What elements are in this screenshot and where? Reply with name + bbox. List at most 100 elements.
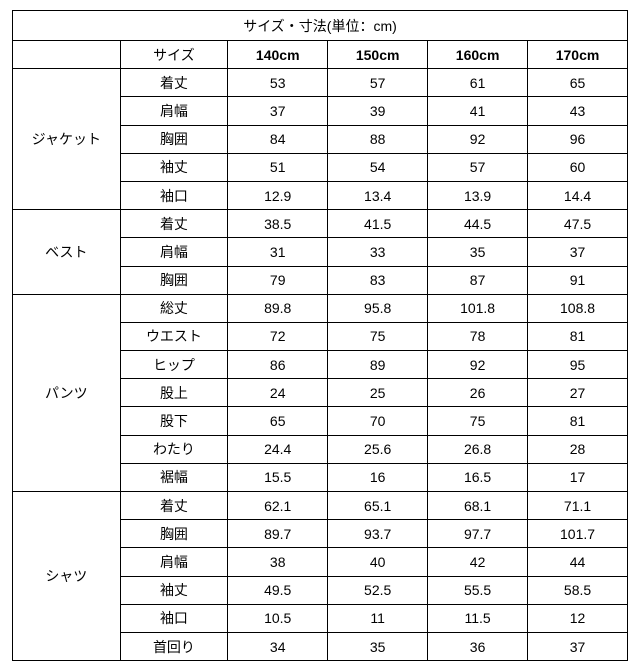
- measure-label: ウエスト: [120, 322, 228, 350]
- value-cell: 14.4: [528, 181, 628, 209]
- header-size-label: サイズ: [120, 41, 228, 69]
- value-cell: 81: [528, 407, 628, 435]
- category-3: シャツ: [13, 492, 121, 661]
- measure-label: 裾幅: [120, 463, 228, 491]
- measure-label: 肩幅: [120, 548, 228, 576]
- value-cell: 108.8: [528, 294, 628, 322]
- table-title-row: サイズ・寸法(単位：cm): [13, 11, 628, 41]
- value-cell: 60: [528, 153, 628, 181]
- value-cell: 12.9: [228, 181, 328, 209]
- value-cell: 33: [328, 238, 428, 266]
- value-cell: 89.7: [228, 520, 328, 548]
- measure-label: 袖丈: [120, 576, 228, 604]
- value-cell: 40: [328, 548, 428, 576]
- category-1: ベスト: [13, 210, 121, 295]
- measure-label: 胸囲: [120, 125, 228, 153]
- value-cell: 11: [328, 604, 428, 632]
- value-cell: 65: [228, 407, 328, 435]
- value-cell: 41.5: [328, 210, 428, 238]
- value-cell: 89: [328, 351, 428, 379]
- value-cell: 39: [328, 97, 428, 125]
- value-cell: 37: [228, 97, 328, 125]
- value-cell: 38: [228, 548, 328, 576]
- value-cell: 47.5: [528, 210, 628, 238]
- table-row: ジャケット着丈53576165: [13, 69, 628, 97]
- value-cell: 43: [528, 97, 628, 125]
- measure-label: 胸囲: [120, 520, 228, 548]
- value-cell: 13.9: [428, 181, 528, 209]
- measure-label: 肩幅: [120, 97, 228, 125]
- measure-label: 肩幅: [120, 238, 228, 266]
- value-cell: 35: [428, 238, 528, 266]
- table-header-row: サイズ140cm150cm160cm170cm: [13, 41, 628, 69]
- value-cell: 37: [528, 632, 628, 660]
- value-cell: 79: [228, 266, 328, 294]
- category-2: パンツ: [13, 294, 121, 491]
- value-cell: 35: [328, 632, 428, 660]
- value-cell: 34: [228, 632, 328, 660]
- value-cell: 44: [528, 548, 628, 576]
- value-cell: 91: [528, 266, 628, 294]
- measure-label: 首回り: [120, 632, 228, 660]
- value-cell: 31: [228, 238, 328, 266]
- value-cell: 72: [228, 322, 328, 350]
- value-cell: 95: [528, 351, 628, 379]
- measure-label: 袖口: [120, 181, 228, 209]
- value-cell: 12: [528, 604, 628, 632]
- measure-label: 着丈: [120, 210, 228, 238]
- measure-label: ヒップ: [120, 351, 228, 379]
- value-cell: 49.5: [228, 576, 328, 604]
- value-cell: 10.5: [228, 604, 328, 632]
- value-cell: 36: [428, 632, 528, 660]
- value-cell: 26.8: [428, 435, 528, 463]
- measure-label: 総丈: [120, 294, 228, 322]
- value-cell: 84: [228, 125, 328, 153]
- measure-label: 袖丈: [120, 153, 228, 181]
- value-cell: 75: [428, 407, 528, 435]
- header-blank: [13, 41, 121, 69]
- size-table: サイズ・寸法(単位：cm)サイズ140cm150cm160cm170cmジャケッ…: [12, 10, 628, 661]
- value-cell: 88: [328, 125, 428, 153]
- value-cell: 15.5: [228, 463, 328, 491]
- value-cell: 16: [328, 463, 428, 491]
- value-cell: 38.5: [228, 210, 328, 238]
- value-cell: 42: [428, 548, 528, 576]
- value-cell: 78: [428, 322, 528, 350]
- value-cell: 97.7: [428, 520, 528, 548]
- value-cell: 75: [328, 322, 428, 350]
- value-cell: 57: [328, 69, 428, 97]
- header-size-0: 140cm: [228, 41, 328, 69]
- value-cell: 53: [228, 69, 328, 97]
- measure-label: わたり: [120, 435, 228, 463]
- table-row: パンツ総丈89.895.8101.8108.8: [13, 294, 628, 322]
- header-size-1: 150cm: [328, 41, 428, 69]
- value-cell: 83: [328, 266, 428, 294]
- value-cell: 25.6: [328, 435, 428, 463]
- value-cell: 28: [528, 435, 628, 463]
- value-cell: 71.1: [528, 492, 628, 520]
- value-cell: 81: [528, 322, 628, 350]
- value-cell: 92: [428, 125, 528, 153]
- category-0: ジャケット: [13, 69, 121, 210]
- value-cell: 24.4: [228, 435, 328, 463]
- value-cell: 51: [228, 153, 328, 181]
- value-cell: 86: [228, 351, 328, 379]
- table-row: ベスト着丈38.541.544.547.5: [13, 210, 628, 238]
- value-cell: 17: [528, 463, 628, 491]
- value-cell: 65.1: [328, 492, 428, 520]
- value-cell: 61: [428, 69, 528, 97]
- value-cell: 54: [328, 153, 428, 181]
- value-cell: 70: [328, 407, 428, 435]
- value-cell: 24: [228, 379, 328, 407]
- value-cell: 96: [528, 125, 628, 153]
- measure-label: 胸囲: [120, 266, 228, 294]
- measure-label: 股下: [120, 407, 228, 435]
- value-cell: 95.8: [328, 294, 428, 322]
- value-cell: 41: [428, 97, 528, 125]
- measure-label: 股上: [120, 379, 228, 407]
- value-cell: 11.5: [428, 604, 528, 632]
- value-cell: 89.8: [228, 294, 328, 322]
- value-cell: 101.7: [528, 520, 628, 548]
- measure-label: 袖口: [120, 604, 228, 632]
- value-cell: 57: [428, 153, 528, 181]
